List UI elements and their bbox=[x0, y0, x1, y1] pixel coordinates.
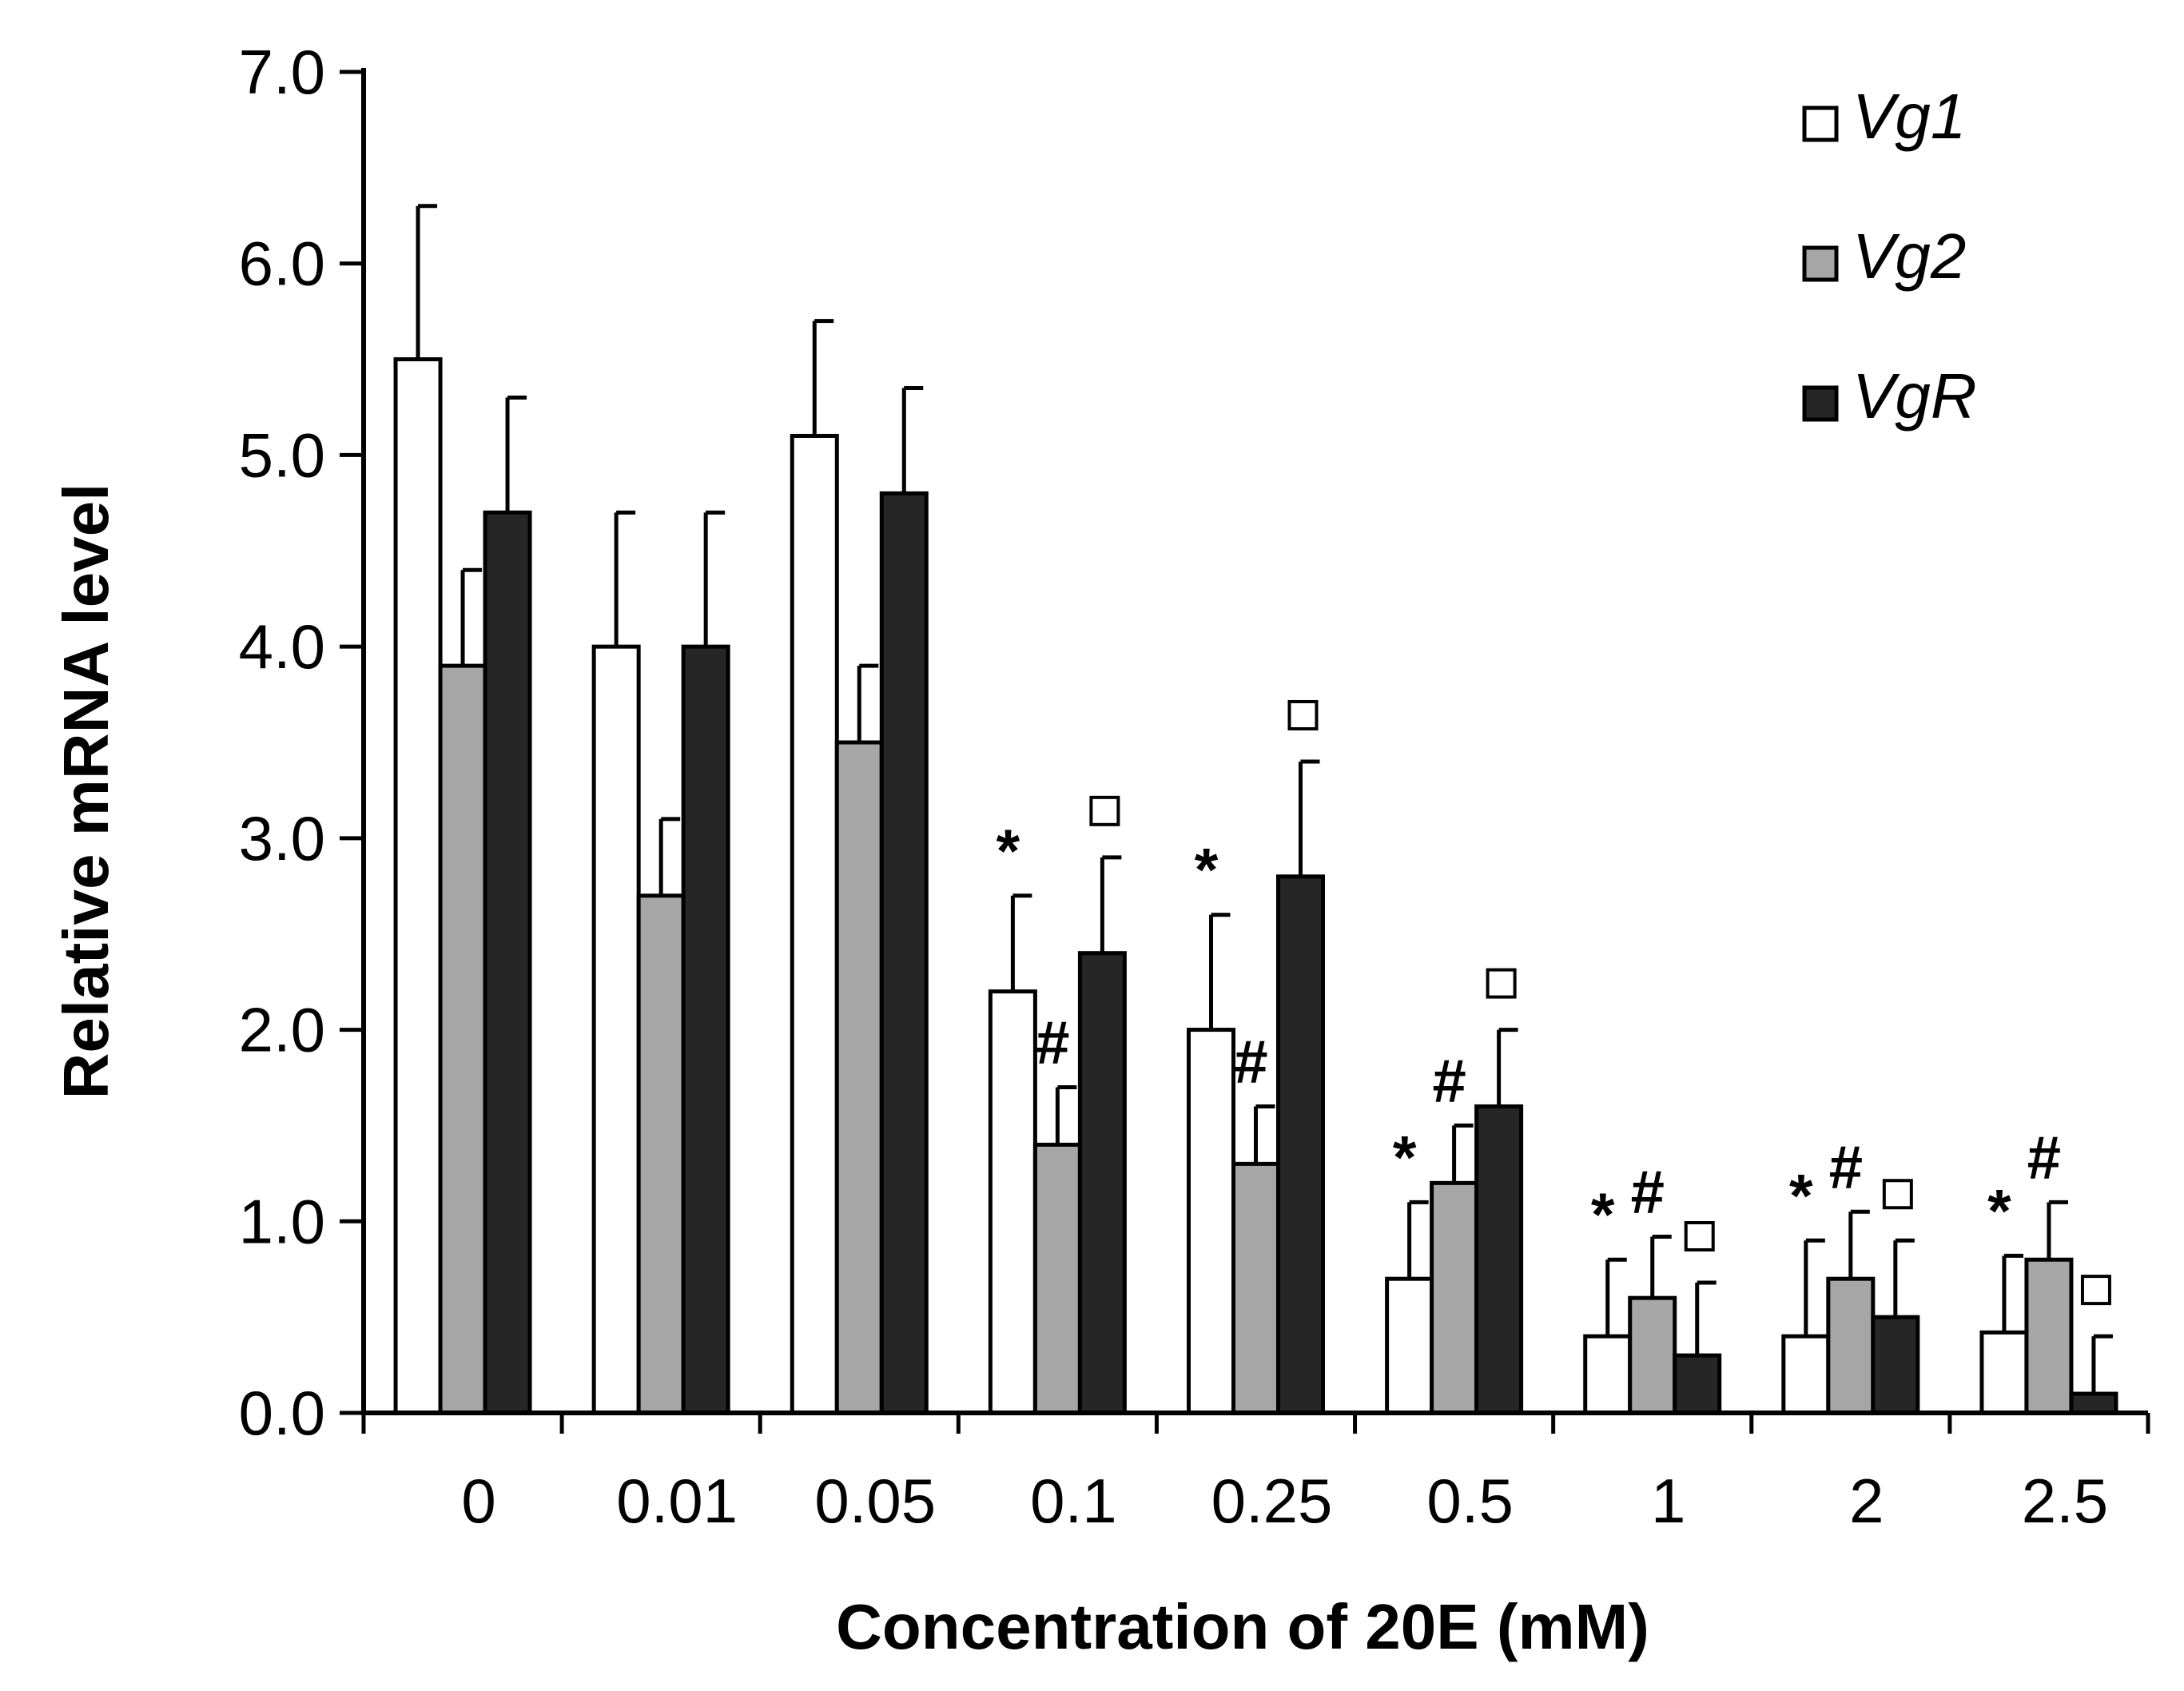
significance-mark-vg2-6: # bbox=[1631, 1158, 1665, 1226]
bar-vg1-8 bbox=[1979, 1330, 2029, 1415]
legend-label-vgr: VgR bbox=[1852, 360, 1977, 432]
legend-swatch-vg1 bbox=[1802, 105, 1839, 142]
significance-square-7 bbox=[1882, 1179, 1913, 1210]
bar-vg2-1 bbox=[636, 893, 686, 1415]
bar-vgr-2 bbox=[879, 491, 929, 1415]
bar-vg2-3 bbox=[1032, 1142, 1082, 1415]
bar-vg1-1 bbox=[591, 644, 641, 1415]
bar-vgr-5 bbox=[1474, 1104, 1524, 1415]
y-tick-label-4: 4.0 bbox=[239, 611, 325, 682]
x-tick-label-1: 0.01 bbox=[616, 1466, 738, 1536]
bar-vg1-5 bbox=[1385, 1276, 1434, 1415]
significance-mark-vg1-4: * bbox=[1195, 837, 1219, 905]
significance-mark-vg2-3: # bbox=[1036, 1009, 1069, 1076]
bar-vg1-7 bbox=[1781, 1334, 1831, 1415]
legend: Vg1 Vg2 VgR bbox=[1802, 81, 1977, 432]
bar-vg2-6 bbox=[1628, 1295, 1677, 1415]
significance-mark-vg1-7: * bbox=[1789, 1162, 1813, 1230]
significance-mark-vg1-8: * bbox=[1987, 1177, 2011, 1245]
y-tick-label-6: 6.0 bbox=[239, 229, 325, 299]
bar-vg2-5 bbox=[1430, 1180, 1479, 1415]
significance-square-4 bbox=[1287, 699, 1319, 730]
significance-mark-vg1-3: * bbox=[997, 818, 1020, 885]
significance-marks-layer: * *** * *# # ## # # bbox=[997, 699, 2111, 1306]
bar-vg1-2 bbox=[790, 433, 839, 1415]
significance-mark-vg2-8: # bbox=[2027, 1124, 2061, 1192]
bar-vgr-3 bbox=[1077, 951, 1127, 1415]
error-bars-layer bbox=[416, 204, 2113, 1395]
bar-vgr-7 bbox=[1871, 1315, 1920, 1415]
bar-vgr-4 bbox=[1276, 874, 1325, 1415]
legend-label-vg2: Vg2 bbox=[1852, 221, 1966, 292]
bar-vg1-3 bbox=[988, 989, 1037, 1415]
y-tick-label-1: 1.0 bbox=[239, 1186, 325, 1256]
y-tick-label-0: 0.0 bbox=[239, 1378, 325, 1448]
significance-mark-vg1-6: * bbox=[1591, 1181, 1615, 1249]
bar-vg2-4 bbox=[1231, 1161, 1280, 1415]
x-tick-label-7: 2 bbox=[1849, 1466, 1884, 1536]
bar-vgr-0 bbox=[483, 510, 532, 1415]
y-tick-label-3: 3.0 bbox=[239, 803, 325, 873]
bar-vgr-1 bbox=[681, 644, 730, 1415]
legend-label-vg1: Vg1 bbox=[1852, 81, 1966, 152]
axes-layer: 0.0 1.0 2.0 3.0 4.0 5.0 6.0 7.0 0 0.01 0.05 0.1 0.25… bbox=[239, 37, 2150, 1536]
y-tick-label-2: 2.0 bbox=[239, 995, 325, 1065]
y-axis-title: Relative mRNA level bbox=[50, 483, 121, 1100]
x-tick-label-6: 1 bbox=[1651, 1466, 1685, 1536]
x-tick-label-8: 2.5 bbox=[2022, 1466, 2108, 1536]
significance-mark-vg2-4: # bbox=[1234, 1028, 1267, 1096]
x-tick-label-3: 0.1 bbox=[1030, 1466, 1116, 1536]
y-tick-label-5: 5.0 bbox=[239, 420, 325, 490]
bar-vg2-7 bbox=[1826, 1276, 1876, 1415]
significance-square-3 bbox=[1089, 795, 1120, 826]
bars-layer bbox=[393, 357, 2118, 1415]
x-tick-label-4: 0.25 bbox=[1211, 1466, 1333, 1536]
x-axis-title: Concentration of 20E (mM) bbox=[836, 1591, 1649, 1662]
y-tick-label-7: 7.0 bbox=[239, 37, 325, 107]
bar-vg1-6 bbox=[1583, 1334, 1633, 1415]
bar-vg2-2 bbox=[834, 740, 884, 1415]
bar-vg1-0 bbox=[393, 357, 443, 1415]
x-tick-label-5: 0.5 bbox=[1426, 1466, 1513, 1536]
significance-mark-vg1-5: * bbox=[1393, 1124, 1417, 1192]
significance-mark-vg2-7: # bbox=[1829, 1133, 1863, 1201]
legend-swatch-vg2 bbox=[1802, 245, 1839, 282]
bar-vg1-4 bbox=[1187, 1028, 1235, 1415]
x-tick-label-2: 0.05 bbox=[814, 1466, 936, 1536]
significance-square-8 bbox=[2080, 1275, 2111, 1306]
bar-vg2-0 bbox=[438, 663, 487, 1415]
legend-swatch-vgr bbox=[1802, 385, 1839, 422]
significance-square-6 bbox=[1684, 1220, 1715, 1251]
significance-mark-vg2-5: # bbox=[1432, 1047, 1466, 1115]
x-tick-label-0: 0 bbox=[461, 1466, 495, 1536]
bar-vgr-6 bbox=[1673, 1353, 1722, 1415]
bar-vg2-8 bbox=[2024, 1257, 2074, 1415]
bar-vgr-8 bbox=[2069, 1391, 2118, 1415]
significance-square-5 bbox=[1486, 968, 1517, 999]
